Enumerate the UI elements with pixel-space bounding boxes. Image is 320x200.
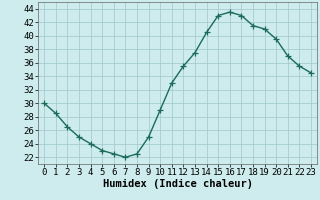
X-axis label: Humidex (Indice chaleur): Humidex (Indice chaleur) (103, 179, 252, 189)
